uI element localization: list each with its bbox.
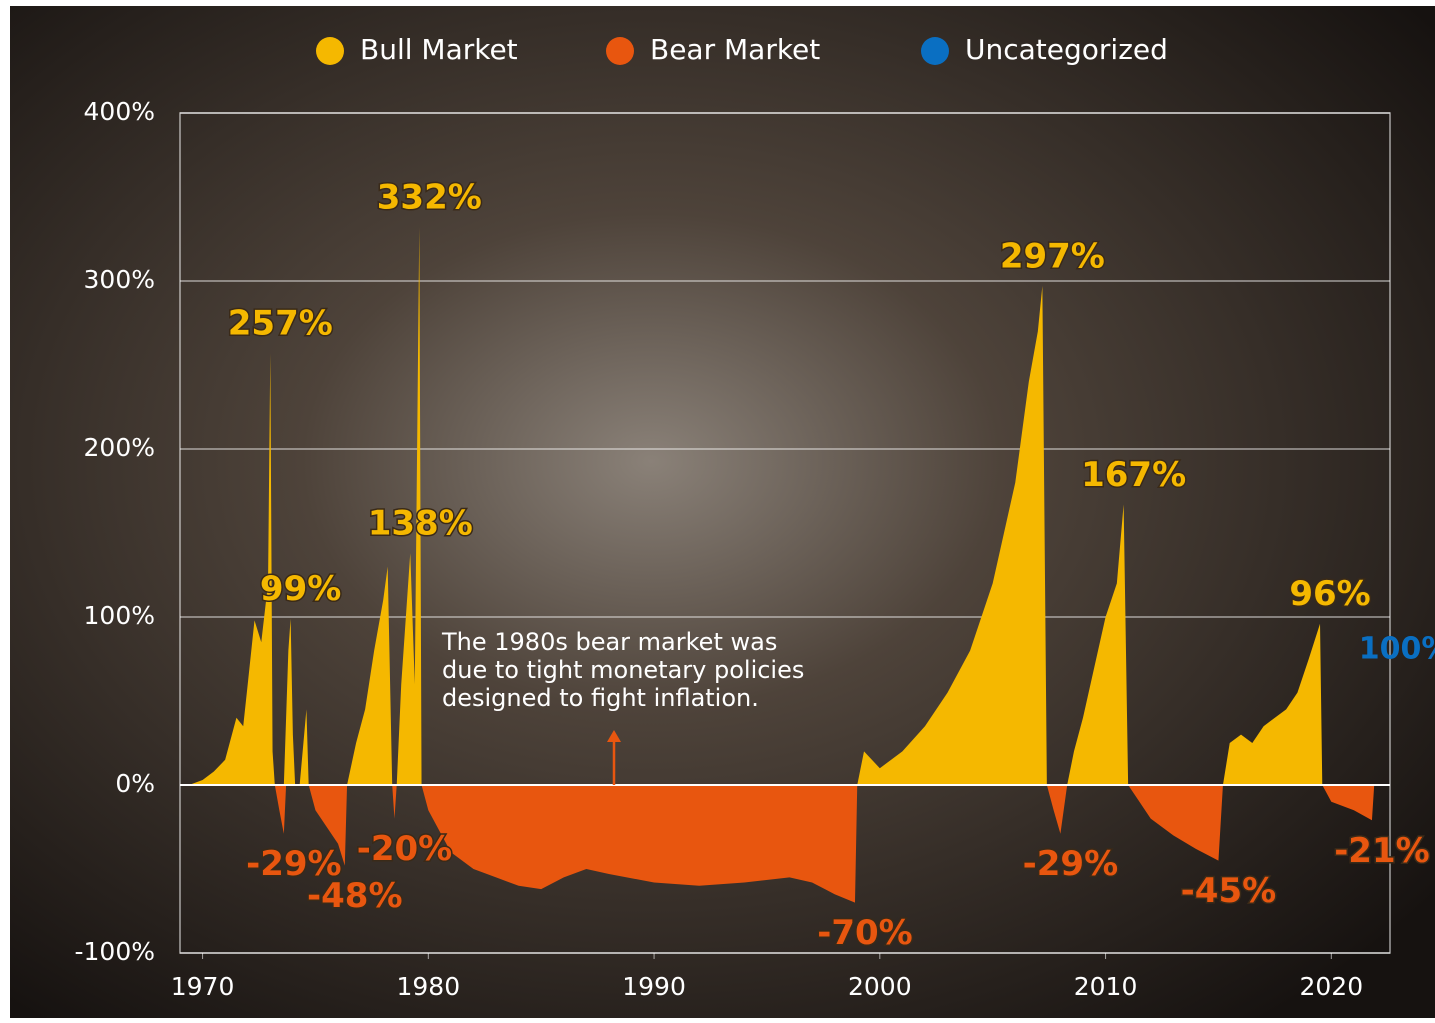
y-tick-label: 0% [115,769,155,798]
legend-label: Uncategorized [965,33,1168,66]
x-tick-label: 2020 [1299,972,1363,1001]
x-tick-label: 1990 [622,972,686,1001]
data-label: -29% [1023,844,1119,884]
y-tick-label: 300% [84,265,155,294]
legend-marker [316,37,344,65]
annotation: The 1980s bear market was [441,628,777,656]
data-label: -70% [817,913,913,953]
y-tick-label: -100% [75,937,156,966]
data-label: 167% [1081,455,1186,495]
y-tick-label: 200% [84,433,155,462]
data-label: -48% [307,876,403,916]
chart: -100% 0% 100% 200% 300% 400% 1970 1980 1990 2000 2… [0,0,1435,1023]
x-tick-label: 2000 [848,972,912,1001]
x-tick-label: 1970 [171,972,235,1001]
y-tick-label: 100% [84,601,155,630]
data-label: 257% [228,304,333,344]
data-label: 332% [377,178,482,218]
legend-label: Bull Market [360,33,518,66]
data-label: -45% [1181,871,1277,911]
x-tick-label: 2010 [1074,972,1138,1001]
data-label: 138% [368,504,473,544]
legend-marker [921,37,949,65]
legend-label: Bear Market [650,33,820,66]
annotation: designed to fight inflation. [442,684,759,712]
data-label: 96% [1289,574,1370,614]
x-tick-label: 1980 [397,972,461,1001]
legend-marker [606,37,634,65]
y-tick-label: 400% [84,97,155,126]
data-label: 100% [1359,632,1435,667]
data-label: -20% [357,829,453,869]
data-label: 99% [260,569,341,609]
data-label: -21% [1334,831,1430,871]
annotation: due to tight monetary policies [442,656,804,684]
data-label: 297% [1000,237,1105,277]
